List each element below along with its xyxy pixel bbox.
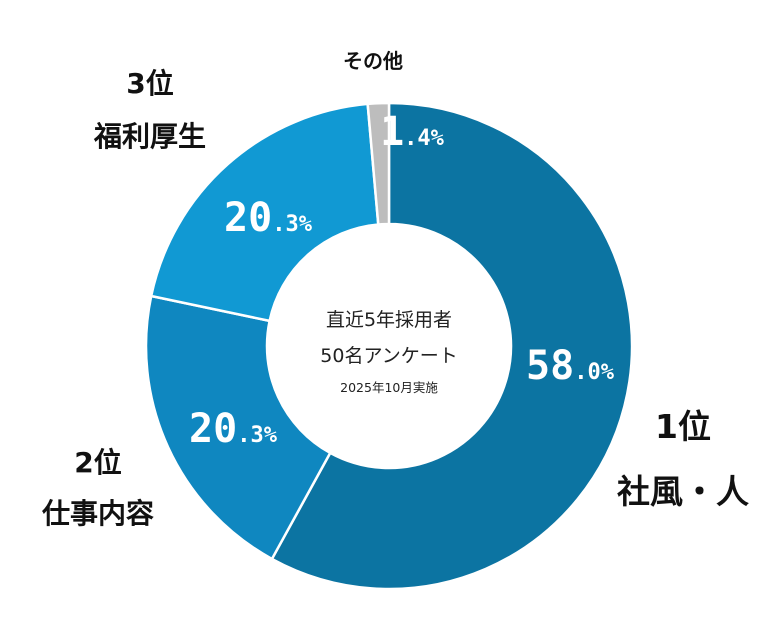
category-name-1: 社風・人 [617, 472, 749, 511]
category-rank-3: 3位 [126, 67, 173, 100]
donut-slice-1 [270, 101, 634, 591]
slice-value-label-4: 1.4% [380, 109, 445, 155]
donut-slice-3 [149, 102, 380, 323]
center-line-2: 50名アンケート [320, 345, 457, 367]
slice-value-label-1: 58.0% [526, 343, 615, 389]
category-rank-1: 1位 [655, 407, 711, 446]
center-line-3: 2025年10月実施 [340, 380, 438, 395]
category-name-2: 仕事内容 [41, 497, 154, 530]
slice-value-label-2: 20.3% [189, 406, 278, 452]
slice-value-label-3: 20.3% [224, 195, 313, 241]
category-name-3: 福利厚生 [93, 120, 206, 153]
donut-slice-2 [144, 294, 332, 561]
donut-slices [144, 101, 634, 591]
category-rank-2: 2位 [74, 446, 121, 479]
category-name-4: その他 [343, 49, 403, 73]
center-line-1: 直近5年採用者 [326, 309, 452, 331]
donut-slice-4 [366, 101, 391, 226]
